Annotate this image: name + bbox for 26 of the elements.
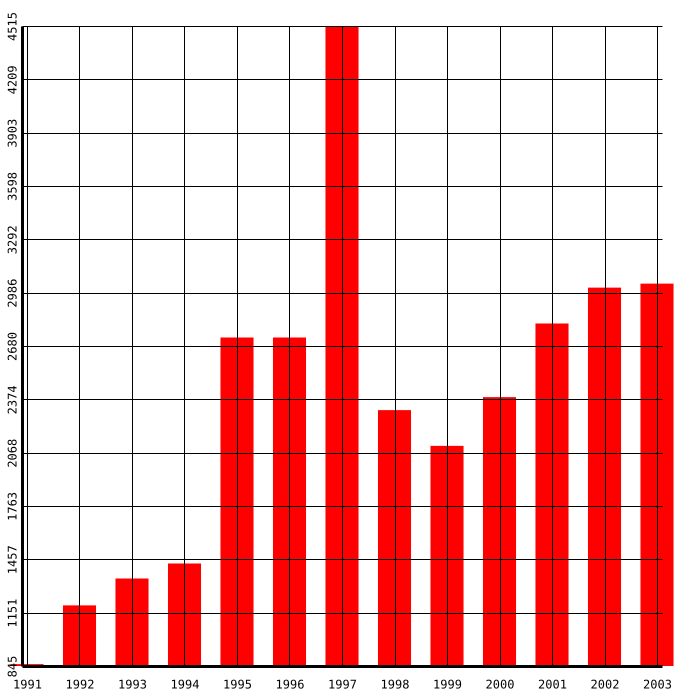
x-tick-label: 1996 — [276, 678, 304, 692]
y-tick-label: 4515 — [6, 12, 20, 41]
x-tick-label: 1995 — [223, 678, 252, 692]
y-tick-label: 845 — [6, 656, 20, 678]
x-tick-label: 1992 — [66, 678, 94, 692]
x-tick-label: 1997 — [328, 678, 357, 692]
x-tick-label: 1999 — [433, 678, 462, 692]
y-tick-label: 1457 — [6, 545, 20, 574]
x-tick-label: 1998 — [380, 678, 410, 692]
x-tick-label: 1991 — [13, 678, 42, 692]
x-tick-label: 2003 — [643, 678, 672, 692]
y-tick-label: 3903 — [6, 118, 20, 148]
x-tick-label: 2000 — [486, 678, 514, 692]
y-tick-label: 2374 — [6, 385, 20, 414]
x-tick-label: 1993 — [118, 678, 147, 692]
y-tick-label: 2680 — [6, 332, 20, 361]
y-tick-label: 3598 — [6, 172, 20, 201]
y-tick-label: 4209 — [6, 65, 20, 94]
x-tick-label: 2001 — [538, 678, 567, 692]
y-tick-label: 3292 — [6, 225, 20, 254]
y-tick-label: 2068 — [6, 438, 20, 468]
x-tick-label: 2002 — [590, 678, 620, 692]
y-tick-label: 1763 — [6, 492, 20, 521]
x-tick-label: 1994 — [170, 678, 200, 692]
y-tick-label: 1151 — [6, 598, 20, 628]
y-tick-label: 2986 — [6, 278, 20, 308]
